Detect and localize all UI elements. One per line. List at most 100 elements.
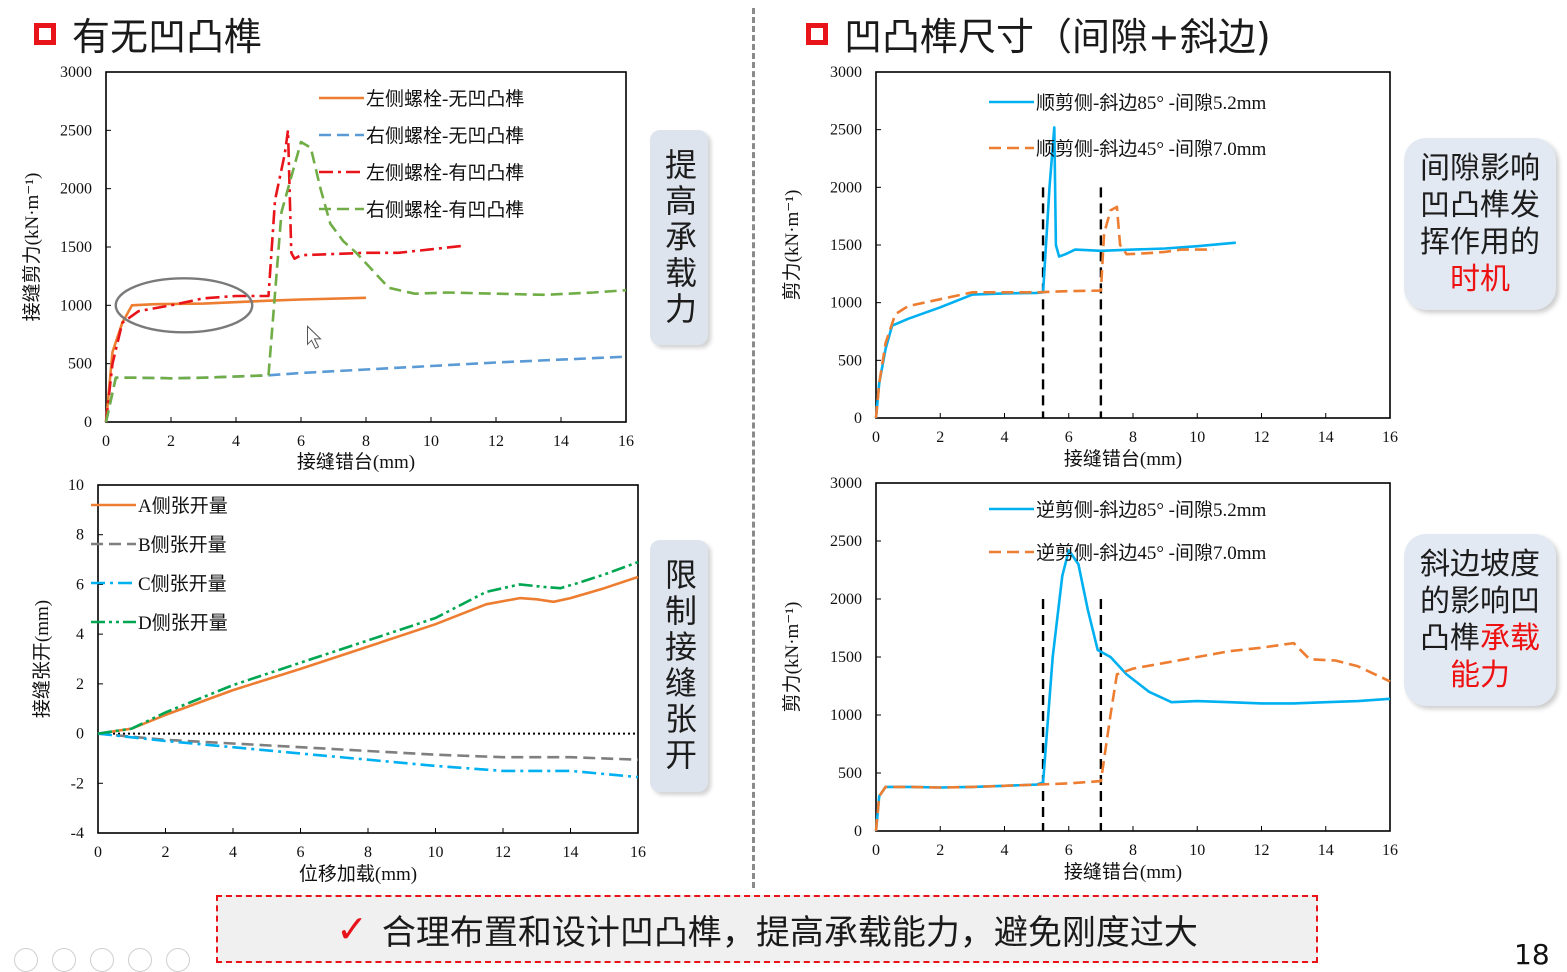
x-axis-label: 位移加载(mm)	[299, 863, 417, 885]
callout-bevel-tail: 能力	[1450, 658, 1510, 693]
legend-label: C侧张开量	[138, 573, 227, 595]
x-tick-label: 12	[1254, 842, 1270, 859]
x-tick-label: 6	[1065, 429, 1073, 446]
left-section-title: 有无凹凸榫	[34, 6, 262, 61]
legend-label: 顺剪侧-斜边85° -间隙5.2mm	[1036, 92, 1267, 114]
y-tick-label: 2000	[60, 181, 92, 198]
chart-svg: 0 2 4 6 8 10 12 14 16 0 500 1000 1500 2000 2500 3000 接缝错…	[21, 64, 634, 473]
y-tick-label: 1500	[830, 649, 862, 666]
zoom-icon[interactable]	[128, 948, 152, 972]
series-line-3	[104, 140, 627, 423]
y-tick-label: 3000	[60, 64, 92, 81]
y-tick-label: 8	[76, 527, 84, 544]
series-line-1	[104, 355, 627, 423]
chart-forward-shear: 0 2 4 6 8 10 12 14 16 0 500 1000 1500 2000 2500 3000 接缝错…	[770, 60, 1410, 480]
x-tick-label: 4	[1001, 842, 1009, 859]
series-line-0	[97, 575, 639, 735]
x-tick-label: 14	[563, 844, 579, 861]
y-tick-label: 0	[76, 726, 84, 743]
x-tick-label: 10	[428, 844, 444, 861]
x-tick-label: 0	[872, 842, 880, 859]
y-axis-label: 剪力(kN·m⁻¹)	[781, 602, 803, 713]
legend-label: 左侧螺栓-无凹凸榫	[366, 88, 524, 110]
y-tick-label: 3000	[830, 64, 862, 81]
series-line-0	[874, 549, 1391, 832]
x-tick-label: 16	[618, 433, 634, 450]
chart-reverse-shear: 0 2 4 6 8 10 12 14 16 0 500 1000 1500 2000 2500 3000 接缝错…	[770, 475, 1410, 895]
y-tick-label: 2000	[830, 591, 862, 608]
x-tick-label: 6	[297, 844, 305, 861]
callout-gap-timing: 间隙影响凹凸榫发挥作用的时机	[1404, 138, 1556, 310]
x-tick-label: 14	[1318, 842, 1334, 859]
series-line-2	[104, 129, 464, 423]
plot-frame	[875, 71, 1391, 419]
x-tick-label: 6	[297, 433, 305, 450]
y-tick-label: 0	[854, 410, 862, 427]
legend-label: D侧张开量	[138, 612, 228, 634]
legend-label: 顺剪侧-斜边45° -间隙7.0mm	[1036, 138, 1267, 160]
legend-label: 逆剪侧-斜边45° -间隙7.0mm	[1036, 542, 1267, 564]
series-line-1	[874, 205, 1214, 419]
y-tick-label: 1000	[830, 707, 862, 724]
callout-gap-highlight: 时机	[1450, 262, 1510, 297]
chart-svg: 0 2 4 6 8 10 12 14 16 -4 -2 0 2 4 6 8 10 位移加载(mm) 接缝张开(mm)…	[31, 477, 646, 885]
bullet-square-icon	[806, 22, 828, 45]
legend-label: 右侧螺栓-无凹凸榫	[366, 125, 524, 147]
x-axis-label: 接缝错台(mm)	[297, 451, 415, 473]
slideshow-controls	[14, 948, 190, 972]
y-tick-label: 1500	[830, 237, 862, 254]
prev-icon[interactable]	[14, 948, 38, 972]
x-tick-label: 12	[488, 433, 504, 450]
y-tick-label: 4	[76, 626, 84, 643]
chart-joint-opening: 0 2 4 6 8 10 12 14 16 -4 -2 0 2 4 6 8 10 位移加载(mm) 接缝张开(mm)…	[0, 475, 650, 895]
pen-icon[interactable]	[52, 948, 76, 972]
y-axis-label: 剪力(kN·m⁻¹)	[781, 190, 803, 301]
x-tick-label: 0	[94, 844, 102, 861]
x-tick-label: 16	[1382, 429, 1398, 446]
y-axis-label: 接缝张开(mm)	[31, 600, 53, 718]
y-tick-label: 10	[68, 477, 84, 494]
x-tick-label: 16	[630, 844, 646, 861]
series-line-1	[874, 641, 1391, 832]
x-tick-label: 16	[1382, 842, 1398, 859]
legend-label: 逆剪侧-斜边85° -间隙5.2mm	[1036, 499, 1267, 521]
y-axis-label: 接缝剪力(kN·m⁻¹)	[21, 173, 43, 322]
y-tick-label: 6	[76, 576, 84, 593]
y-tick-label: 2500	[830, 533, 862, 550]
side-label-improve-capacity: 提高承载力	[650, 130, 708, 345]
x-tick-label: 6	[1065, 842, 1073, 859]
x-tick-label: 14	[1318, 429, 1334, 446]
series-line-1	[97, 732, 639, 761]
x-tick-label: 8	[364, 844, 372, 861]
y-tick-label: -2	[71, 775, 84, 792]
x-tick-label: 12	[495, 844, 511, 861]
legend-label: A侧张开量	[138, 495, 228, 517]
x-tick-label: 12	[1254, 429, 1270, 446]
slides-icon[interactable]	[90, 948, 114, 972]
x-tick-label: 10	[1189, 842, 1205, 859]
plot-frame	[875, 482, 1391, 832]
y-tick-label: 3000	[830, 475, 862, 492]
x-tick-label: 0	[872, 429, 880, 446]
x-tick-label: 8	[362, 433, 370, 450]
legend-label: 左侧螺栓-有凹凸榫	[366, 162, 524, 184]
bullet-square-icon	[34, 22, 56, 45]
more-icon[interactable]	[166, 948, 190, 972]
callout-gap-text: 间隙影响凹凸榫发挥作用的	[1420, 151, 1540, 260]
y-tick-label: 0	[84, 414, 92, 431]
series-line-2	[97, 732, 639, 779]
y-tick-label: 1500	[60, 239, 92, 256]
y-tick-label: 1000	[60, 297, 92, 314]
right-section-title: 凹凸榫尺寸（间隙+斜边)	[806, 6, 1271, 61]
right-title-text: 凹凸榫尺寸（间隙+斜边)	[844, 15, 1271, 59]
y-tick-label: 500	[68, 356, 92, 373]
legend-label: B侧张开量	[138, 534, 227, 556]
x-tick-label: 4	[229, 844, 237, 861]
x-tick-label: 4	[1001, 429, 1009, 446]
callout-bevel-capacity: 斜边坡度的影响凹凸榫承载能力	[1404, 534, 1556, 706]
side-label-limit-opening: 限制接缝张开	[650, 540, 708, 792]
checkmark-icon: ✓	[336, 907, 368, 951]
conclusion-banner: ✓ 合理布置和设计凹凸榫，提高承载能力，避免刚度过大	[216, 895, 1318, 963]
y-tick-label: 2	[76, 676, 84, 693]
y-tick-label: 500	[838, 765, 862, 782]
